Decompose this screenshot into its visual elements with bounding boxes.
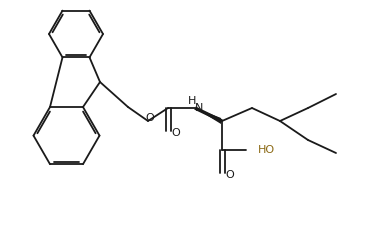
Text: H: H: [188, 96, 196, 106]
Text: N: N: [195, 103, 203, 113]
Text: O: O: [146, 113, 154, 123]
Text: O: O: [172, 128, 180, 138]
Polygon shape: [195, 108, 221, 124]
Text: HO: HO: [258, 145, 275, 155]
Text: O: O: [226, 170, 234, 180]
